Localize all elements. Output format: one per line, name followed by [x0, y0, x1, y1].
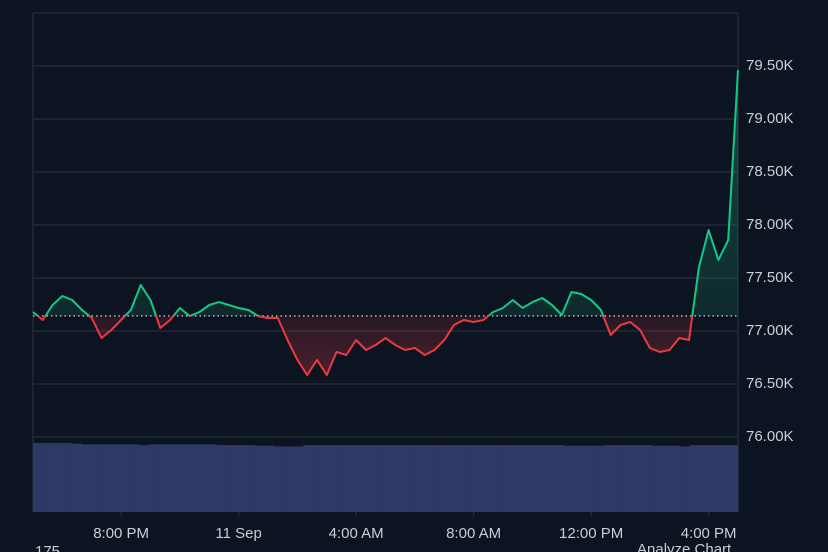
x-tick-label: 4:00 PM	[681, 525, 737, 542]
volume-bar	[477, 445, 488, 512]
volume-bar	[554, 445, 565, 512]
volume-bar	[496, 445, 507, 512]
volume-bar	[660, 445, 671, 512]
volume-bar	[535, 445, 546, 512]
volume-bar	[226, 445, 237, 512]
volume-bar	[245, 445, 256, 512]
volume-bar	[90, 444, 101, 512]
volume-bar	[544, 445, 555, 512]
volume-bar	[322, 445, 333, 512]
volume-bar	[61, 443, 72, 512]
price-line	[32, 69, 739, 376]
volume-bar	[670, 445, 681, 512]
volume-bar	[264, 445, 275, 512]
volume-bar	[564, 445, 575, 512]
volume-bar	[148, 444, 159, 512]
volume-bar	[119, 444, 130, 512]
volume-bar	[52, 443, 63, 512]
volume-bar	[33, 443, 43, 512]
volume-bar	[486, 445, 497, 512]
volume-bar	[71, 443, 82, 512]
volume-bar	[631, 445, 642, 512]
volume-bar	[351, 445, 362, 512]
volume-bar	[158, 444, 169, 512]
y-tick-label: 77.00K	[746, 322, 794, 339]
volume-bar	[313, 445, 324, 512]
volume-bar	[390, 445, 401, 512]
volume-bar	[573, 445, 584, 512]
volume-bar	[235, 445, 246, 512]
volume-bar	[206, 444, 217, 512]
volume-bar	[284, 446, 295, 512]
volume-bar	[255, 445, 266, 512]
volume-bar	[100, 444, 111, 512]
volume-bar	[467, 445, 478, 512]
volume-bar	[448, 445, 459, 512]
y-tick-label: 76.00K	[746, 428, 794, 445]
y-tick-label: 79.50K	[746, 57, 794, 74]
x-tick-label: 11 Sep	[215, 525, 261, 542]
y-tick-label: 77.50K	[746, 269, 794, 286]
volume-bar	[342, 445, 352, 512]
volume-bar	[361, 445, 372, 512]
volume-bar	[274, 446, 285, 512]
volume-bar	[139, 445, 150, 512]
volume-bar	[428, 445, 439, 512]
volume-bar	[419, 445, 430, 512]
volume-bar	[709, 445, 719, 512]
volume-bar	[622, 445, 633, 512]
volume-bar	[129, 444, 140, 512]
annotation: 175	[35, 543, 60, 552]
x-tick-label: 8:00 AM	[446, 525, 501, 542]
volume-bar	[216, 445, 227, 512]
y-tick-label: 78.00K	[746, 216, 794, 233]
volume-bar	[680, 446, 691, 512]
volume-bar	[81, 444, 92, 512]
y-tick-label: 79.00K	[746, 110, 794, 127]
y-tick-label: 76.50K	[746, 375, 794, 392]
analyze-chart[interactable]: Analyze Chart	[637, 541, 732, 552]
volume-bar	[332, 445, 343, 512]
volume-bar	[525, 445, 536, 512]
volume-bar	[177, 444, 188, 512]
volume-bar	[42, 443, 53, 512]
volume-bar	[689, 445, 700, 512]
volume-bar	[641, 445, 652, 512]
x-tick-label: 4:00 AM	[329, 525, 384, 542]
volume-bar	[187, 444, 198, 512]
volume-bar	[293, 446, 304, 512]
volume-bar	[168, 444, 179, 512]
volume-bar	[515, 445, 526, 512]
volume-bar	[506, 445, 517, 512]
volume-bar	[457, 445, 468, 512]
area	[33, 70, 738, 375]
volume-bar	[728, 445, 739, 512]
volume-bar	[438, 445, 449, 512]
x-tick-label: 12:00 PM	[559, 525, 623, 542]
volume-bar	[583, 445, 594, 512]
y-tick-label: 78.50K	[746, 163, 794, 180]
volume-bar	[699, 445, 710, 512]
volume-bar	[718, 445, 729, 512]
volume-bar	[380, 445, 391, 512]
x-tick-label: 8:00 PM	[93, 525, 149, 542]
volume-bar	[651, 445, 662, 512]
volume-bar	[399, 445, 410, 512]
volume-bar	[371, 445, 381, 512]
volume-bar	[409, 445, 420, 512]
volume-bar	[612, 445, 623, 512]
volume-bar	[602, 445, 613, 512]
volume-bar	[110, 444, 121, 512]
volume-bar	[197, 444, 208, 512]
volume-bar	[593, 445, 604, 512]
volume-bar	[303, 445, 314, 512]
